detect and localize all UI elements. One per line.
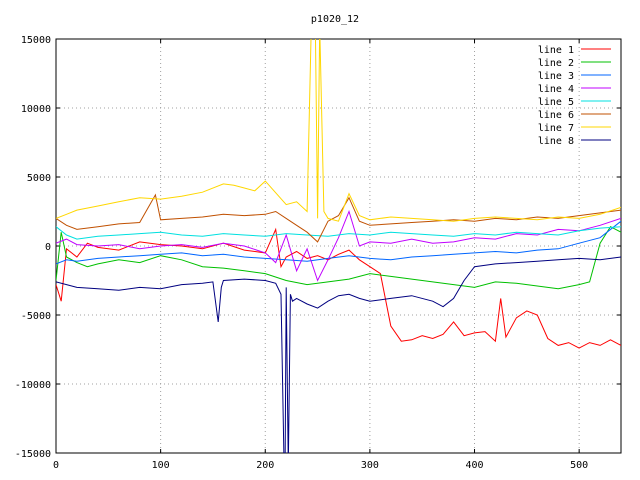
x-tick-label: 400 bbox=[465, 460, 483, 471]
series-line-1 bbox=[56, 227, 621, 349]
plot-frame bbox=[55, 38, 622, 454]
plot-area bbox=[56, 39, 621, 453]
legend-label: line 6 bbox=[538, 110, 574, 121]
series-line-5 bbox=[56, 226, 621, 240]
x-tick-label: 0 bbox=[53, 460, 59, 471]
y-tick-label: -5000 bbox=[21, 311, 51, 322]
x-tick-label: 100 bbox=[152, 460, 170, 471]
legend-label: line 1 bbox=[538, 45, 574, 56]
tick-labels: 0 100 200 300 400 500 -15000 -10000 -5000 0 5000 10… bbox=[15, 35, 588, 471]
x-tick-label: 300 bbox=[361, 460, 379, 471]
y-tick-label: 0 bbox=[45, 242, 51, 253]
axes bbox=[55, 38, 622, 454]
y-tick-label: 5000 bbox=[27, 173, 51, 184]
legend-label: line 7 bbox=[538, 123, 574, 134]
legend-label: line 2 bbox=[538, 58, 574, 69]
x-tick-label: 500 bbox=[570, 460, 588, 471]
series-line-8 bbox=[56, 256, 621, 453]
chart-title: p1020_12 bbox=[311, 14, 359, 25]
y-tick-label: -15000 bbox=[15, 449, 51, 460]
series-line-7 bbox=[56, 39, 621, 222]
y-tick-label: 10000 bbox=[21, 104, 51, 115]
legend-label: line 8 bbox=[538, 136, 574, 147]
y-tick-label: -10000 bbox=[15, 380, 51, 391]
legend: line 1 line 2 line 3 line 4 line 5 line 6 line… bbox=[538, 45, 611, 147]
series-line-3 bbox=[56, 220, 621, 265]
series-line-4 bbox=[56, 209, 621, 282]
x-tick-label: 200 bbox=[256, 460, 274, 471]
series-line-6 bbox=[56, 193, 621, 243]
legend-label: line 4 bbox=[538, 84, 574, 95]
legend-label: line 3 bbox=[538, 71, 574, 82]
grid bbox=[56, 39, 621, 453]
y-tick-label: 15000 bbox=[21, 35, 51, 46]
series-line-2 bbox=[56, 226, 621, 290]
legend-label: line 5 bbox=[538, 97, 574, 108]
